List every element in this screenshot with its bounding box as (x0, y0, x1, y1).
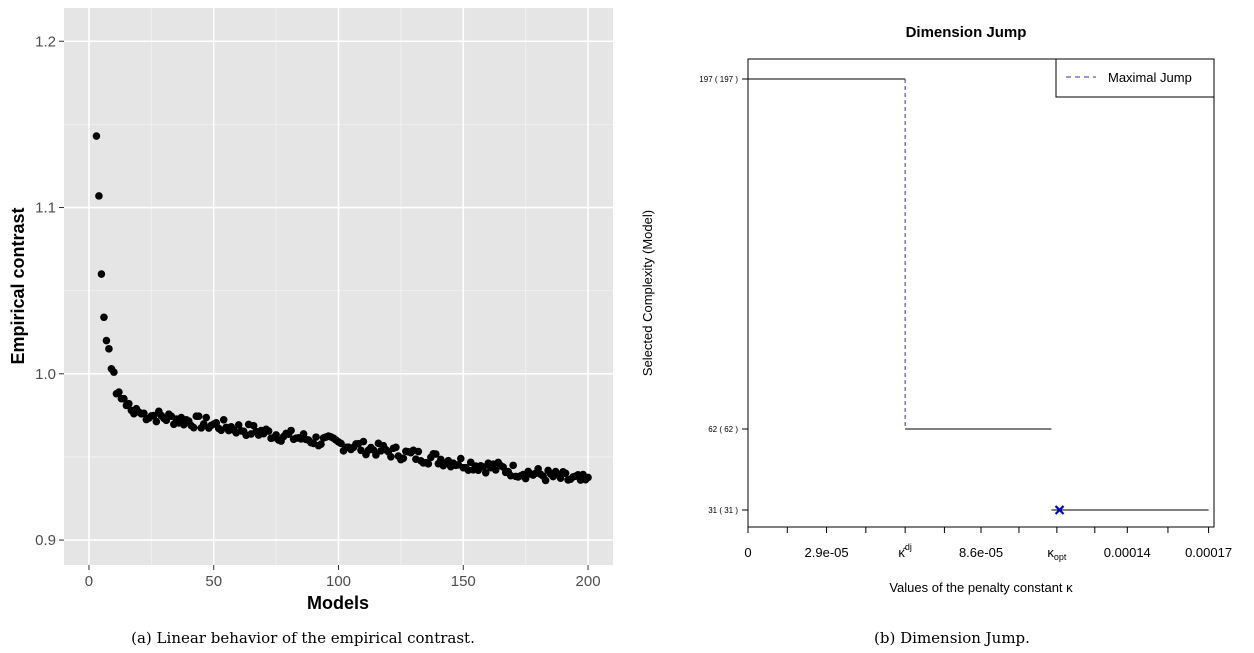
data-point (359, 437, 368, 446)
x-tick-label: 100 (326, 573, 351, 590)
data-point (120, 394, 128, 403)
data-point (584, 473, 592, 482)
data-point (456, 454, 465, 463)
data-point (189, 423, 198, 432)
data-point (312, 433, 320, 441)
y-tick-label: 1.2 (35, 33, 56, 50)
x-tick-label-subscript: opt (1054, 552, 1067, 562)
data-point (481, 468, 490, 477)
y-tick-label: 1.0 (35, 366, 56, 383)
data-point (150, 411, 158, 420)
data-point (387, 452, 395, 461)
panel-b-y-axis: 197 ( 197 ) 62 ( 62 ) 31 ( 31 ) (699, 75, 748, 515)
data-point (424, 460, 433, 468)
data-point (95, 192, 103, 200)
x-tick-label: 8.6e-05 (959, 545, 1003, 560)
data-point (392, 443, 400, 452)
legend-box (1055, 58, 1215, 98)
optimum-marker (1054, 505, 1065, 515)
data-point (432, 450, 440, 458)
data-point (92, 132, 101, 140)
panel-b-y-axis-title: Selected Complexity (Model) (640, 210, 655, 376)
panel-b-caption: (b) Dimension Jump. (874, 629, 1030, 647)
panel-b-plot-box (747, 58, 1215, 528)
data-point (110, 368, 118, 376)
legend-label: Maximal Jump (1108, 70, 1192, 85)
x-tick-label: 0.00017 (1185, 545, 1232, 560)
legend: Maximal Jump (1055, 58, 1215, 98)
data-point (491, 466, 500, 474)
x-tick-label: κopt (1047, 545, 1067, 562)
x-tick-label: 200 (576, 573, 601, 590)
data-point (97, 270, 106, 278)
data-point (152, 417, 161, 426)
panel-b-x-axis: 0 2.9e-05 κ̂dj 8.6e-05 κopt 0.00014 0.00017 (744, 527, 1232, 562)
x-tick-label: 0.00014 (1104, 545, 1151, 560)
y-tick-label: 1.1 (35, 200, 56, 217)
data-point (125, 399, 133, 408)
panel-b-x-axis-title: Values of the penalty constant κ (889, 580, 1073, 595)
data-point (100, 313, 108, 322)
data-point (556, 474, 565, 483)
data-point (219, 416, 228, 424)
x-tick-label: 2.9e-05 (805, 545, 849, 560)
y-tick-label: 197 ( 197 ) (699, 75, 738, 84)
data-point (249, 421, 258, 430)
data-point (162, 416, 171, 425)
data-point (234, 421, 243, 429)
data-point (399, 454, 408, 463)
panel-a-y-axis-title: Empirical contrast (8, 207, 28, 364)
panel-a-data-points (92, 132, 592, 485)
data-point (102, 336, 111, 345)
panel-a-x-axis-title: Models (307, 593, 369, 613)
x-tick-label: 50 (205, 573, 222, 590)
data-point (561, 469, 570, 478)
panel-a-axis-ticks: 0 50 100 150 200 0.9 1.0 1.1 1.2 (35, 33, 600, 590)
y-tick-label: 62 ( 62 ) (708, 425, 738, 434)
y-tick-label: 31 ( 31 ) (708, 506, 738, 515)
panel-b-title: Dimension Jump (906, 24, 1027, 41)
data-point (264, 427, 273, 435)
data-point (287, 426, 295, 435)
data-point (115, 388, 123, 396)
panel-a-gridlines (64, 8, 613, 565)
data-point (199, 420, 208, 428)
data-point (521, 474, 530, 483)
panel-a-scatter: 0 50 100 150 200 0.9 1.0 1.1 1.2 Models Empirica… (8, 8, 613, 647)
y-tick-label: 0.9 (35, 532, 56, 549)
x-tick-label: 0 (744, 545, 751, 560)
data-point (105, 345, 113, 353)
panel-b-step-lines (748, 78, 1209, 515)
data-point (357, 446, 365, 455)
panel-a-caption: (a) Linear behavior of the empirical con… (131, 629, 475, 647)
data-point (509, 461, 517, 470)
x-tick-label: κ̂dj (898, 542, 912, 560)
data-point (202, 413, 211, 422)
x-tick-label: 150 (451, 573, 476, 590)
data-point (541, 476, 550, 485)
x-tick-label-superscript: dj (905, 542, 912, 552)
data-point (414, 447, 423, 456)
data-point (194, 412, 203, 421)
data-point (317, 440, 325, 448)
panel-b-dimension-jump: Dimension Jump 197 ( 197 ) 62 ( 62 ) 31 ( … (640, 24, 1232, 647)
x-tick-label: 0 (85, 573, 93, 590)
data-point (372, 451, 380, 459)
data-point (140, 409, 148, 418)
